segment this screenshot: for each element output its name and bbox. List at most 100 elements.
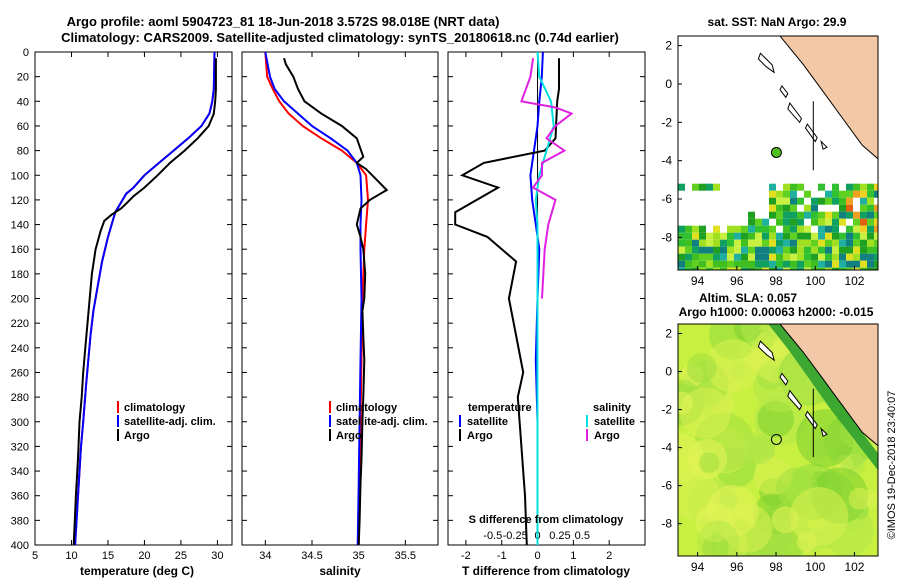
sst-cell: [867, 246, 874, 254]
sst-cell: [769, 239, 776, 247]
sst-cell: [818, 183, 825, 191]
sst-cell: [839, 232, 846, 240]
sst-cell: [804, 253, 811, 261]
sst-cell: [825, 225, 832, 233]
sst-cell: [685, 239, 692, 247]
sst-cell: [853, 225, 860, 233]
sst-cell: [839, 197, 846, 205]
sst-cell: [874, 246, 878, 254]
sst-cell: [706, 232, 713, 240]
depth-tick-label: 360: [11, 491, 29, 503]
sst-cell: [797, 197, 804, 205]
sst-cell: [755, 239, 762, 247]
sst-cell: [748, 225, 755, 233]
sst-cell: [853, 211, 860, 219]
map-xtick-label: 98: [769, 274, 783, 288]
sst-cell: [734, 267, 741, 270]
sst-cell: [762, 267, 769, 270]
sst-cell: [860, 239, 867, 247]
sst-cell: [678, 239, 685, 247]
island: [804, 410, 818, 430]
sst-cell: [867, 204, 874, 212]
sst-cell: [783, 267, 790, 270]
sst-cell: [797, 253, 804, 261]
sst-cell: [860, 211, 867, 219]
sst-cell: [818, 211, 825, 219]
depth-tick-label: 340: [11, 466, 29, 478]
sst-cell: [839, 204, 846, 212]
sst-cell: [692, 239, 699, 247]
sst-cell: [776, 246, 783, 254]
sst-cell: [790, 211, 797, 219]
difference-top-xlabel: S difference from climatology: [469, 514, 625, 526]
sla-blob: [742, 432, 775, 465]
sla-blob: [678, 391, 694, 415]
sst-cell: [699, 253, 706, 261]
sst-cell: [874, 232, 878, 240]
sst-cell: [783, 204, 790, 212]
sst-cell: [790, 232, 797, 240]
sst-cell: [832, 183, 839, 191]
sst-cell: [818, 260, 825, 268]
sla-blob: [705, 339, 760, 393]
sst-cell: [783, 232, 790, 240]
sst-cell: [769, 211, 776, 219]
sst-cell: [811, 197, 818, 205]
sst-cell: [846, 253, 853, 261]
sst-cell: [685, 260, 692, 268]
title-line-1: Argo profile: aoml 5904723_81 18-Jun-201…: [67, 14, 500, 29]
sst-cell: [790, 183, 797, 191]
sst-cell: [776, 232, 783, 240]
sst-cell: [734, 239, 741, 247]
series-line-climatology: [264, 51, 370, 546]
sst-cell: [678, 225, 685, 233]
sst-cell: [699, 260, 706, 268]
sst-cell: [762, 232, 769, 240]
difference-legend: temperature satellite Argo salinity sate…: [459, 402, 635, 442]
sst-cell: [727, 232, 734, 240]
sst-cell: [720, 246, 727, 254]
sst-cell: [769, 225, 776, 233]
sst-cell: [818, 197, 825, 205]
depth-tick-label: 180: [11, 269, 29, 281]
sst-cell: [825, 211, 832, 219]
sst-cell: [713, 239, 720, 247]
sst-cell: [860, 183, 867, 191]
sst-cell: [692, 267, 699, 270]
sst-cell: [860, 267, 867, 270]
argo-position-marker: [770, 146, 782, 158]
legend-s-argo: Argo: [594, 430, 620, 442]
sst-cell: [825, 267, 832, 270]
sst-cell: [832, 246, 839, 254]
sst-cell: [867, 260, 874, 268]
sst-cell: [734, 246, 741, 254]
sla-map-title: Altim. SLA: 0.057: [699, 291, 797, 305]
island: [779, 84, 789, 99]
sst-cell: [811, 232, 818, 240]
land-mass: [779, 36, 878, 160]
sst-cell: [734, 260, 741, 268]
sst-cell: [874, 267, 878, 270]
sst-cell: [811, 260, 818, 268]
sst-cell: [860, 190, 867, 198]
sst-cell: [727, 246, 734, 254]
map-ytick-label: 0: [665, 77, 672, 91]
island: [820, 426, 828, 437]
sst-cell: [762, 253, 769, 261]
sst-cell: [706, 253, 713, 261]
sst-cell: [825, 260, 832, 268]
sst-cell: [853, 260, 860, 268]
sst-cell: [839, 190, 846, 198]
depth-tick-label: 140: [11, 220, 29, 232]
sla-blob: [698, 452, 720, 474]
depth-tick-label: 160: [11, 244, 29, 256]
sst-cell: [874, 253, 878, 261]
sst-cell: [741, 260, 748, 268]
sst-cell: [832, 267, 839, 270]
map-ytick-label: -4: [661, 154, 672, 168]
sst-cell: [874, 260, 878, 268]
sst-cell: [797, 267, 804, 270]
map-ytick-label: 0: [665, 365, 672, 379]
sst-cell: [853, 190, 860, 198]
sst-cell: [818, 253, 825, 261]
